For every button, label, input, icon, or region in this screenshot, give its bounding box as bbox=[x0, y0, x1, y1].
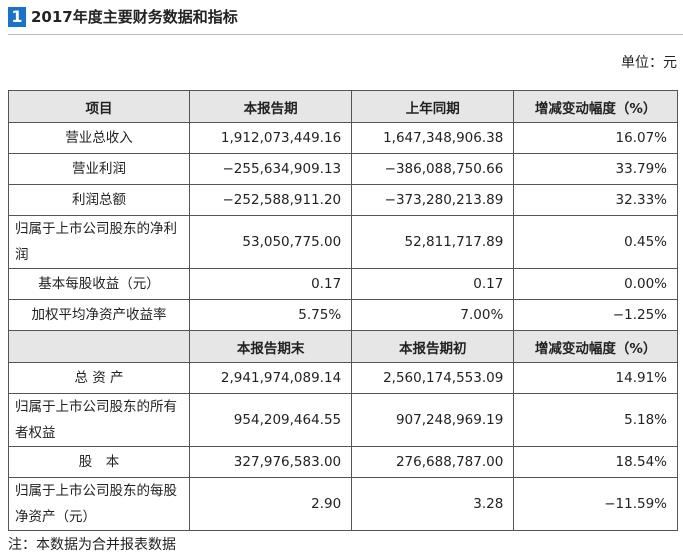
section-header: 1 2017年度主要财务数据和指标 bbox=[8, 6, 238, 27]
cell: 7.00% bbox=[351, 299, 515, 331]
cell: 1,912,073,449.16 bbox=[188, 122, 353, 154]
header-cell bbox=[8, 330, 190, 363]
cell: −386,088,750.66 bbox=[351, 153, 515, 185]
data-row: 归属于上市公司股东的每股净资产（元） 2.90 3.28 −11.59% bbox=[8, 477, 678, 531]
section-title: 2017年度主要财务数据和指标 bbox=[31, 8, 238, 26]
cell: 53,050,775.00 bbox=[188, 215, 353, 269]
note: 注：本数据为合并报表数据 bbox=[8, 537, 176, 553]
cell: 3.28 bbox=[351, 477, 515, 531]
row-label: 归属于上市公司股东的每股净资产（元） bbox=[8, 477, 190, 531]
financial-table: 项目 本报告期 上年同期 增减变动幅度（%） 营业总收入 1,912,073,449.16… bbox=[8, 90, 678, 531]
row-label: 营业利润 bbox=[8, 153, 190, 185]
data-row: 总 资 产 2,941,974,089.14 2,560,174,553.09 14.… bbox=[8, 362, 678, 394]
cell: 954,209,464.55 bbox=[188, 393, 353, 447]
cell: 276,688,787.00 bbox=[351, 446, 515, 478]
row-label: 归属于上市公司股东的净利润 bbox=[8, 215, 190, 269]
cell: 33.79% bbox=[513, 153, 678, 185]
cell: −11.59% bbox=[513, 477, 678, 531]
header-cell: 增减变动幅度（%） bbox=[513, 90, 678, 123]
unit-label: 单位：元 bbox=[621, 55, 677, 71]
cell: 16.07% bbox=[513, 122, 678, 154]
header-cell: 项目 bbox=[8, 90, 190, 123]
cell: 52,811,717.89 bbox=[351, 215, 515, 269]
row-label: 加权平均净资产收益率 bbox=[8, 299, 190, 331]
data-row: 营业利润 −255,634,909.13 −386,088,750.66 33.79% bbox=[8, 153, 678, 185]
cell: 2,941,974,089.14 bbox=[188, 362, 353, 394]
cell: 0.17 bbox=[188, 268, 353, 300]
header-cell: 增减变动幅度（%） bbox=[513, 330, 678, 363]
header-row: 本报告期末 本报告期初 增减变动幅度（%） bbox=[8, 330, 678, 363]
header-row: 项目 本报告期 上年同期 增减变动幅度（%） bbox=[8, 90, 678, 123]
data-row: 基本每股收益（元） 0.17 0.17 0.00% bbox=[8, 268, 678, 300]
row-label: 总 资 产 bbox=[8, 362, 190, 394]
data-row: 归属于上市公司股东的净利润 53,050,775.00 52,811,717.89 0… bbox=[8, 215, 678, 269]
header-cell: 本报告期 bbox=[188, 90, 353, 123]
cell: 2.90 bbox=[188, 477, 353, 531]
cell: 2,560,174,553.09 bbox=[351, 362, 515, 394]
data-row: 股 本 327,976,583.00 276,688,787.00 18.54% bbox=[8, 446, 678, 478]
header-cell: 上年同期 bbox=[351, 90, 515, 123]
cell: 0.00% bbox=[513, 268, 678, 300]
row-label: 基本每股收益（元） bbox=[8, 268, 190, 300]
row-label: 归属于上市公司股东的所有者权益 bbox=[8, 393, 190, 447]
data-row: 利润总额 −252,588,911.20 −373,280,213.89 32.33% bbox=[8, 184, 678, 216]
section-number: 1 bbox=[8, 6, 26, 27]
cell: 18.54% bbox=[513, 446, 678, 478]
data-row: 加权平均净资产收益率 5.75% 7.00% −1.25% bbox=[8, 299, 678, 331]
cell: 14.91% bbox=[513, 362, 678, 394]
cell: 1,647,348,906.38 bbox=[351, 122, 515, 154]
data-row: 归属于上市公司股东的所有者权益 954,209,464.55 907,248,969… bbox=[8, 393, 678, 447]
cell: −252,588,911.20 bbox=[188, 184, 353, 216]
cell: 5.18% bbox=[513, 393, 678, 447]
cell: 0.45% bbox=[513, 215, 678, 269]
cell: 0.17 bbox=[351, 268, 515, 300]
row-label: 利润总额 bbox=[8, 184, 190, 216]
cell: 5.75% bbox=[188, 299, 353, 331]
cell: 327,976,583.00 bbox=[188, 446, 353, 478]
cell: 907,248,969.19 bbox=[351, 393, 515, 447]
header-cell: 本报告期末 bbox=[188, 330, 353, 363]
cell: −255,634,909.13 bbox=[188, 153, 353, 185]
divider bbox=[8, 34, 683, 35]
cell: 32.33% bbox=[513, 184, 678, 216]
cell: −373,280,213.89 bbox=[351, 184, 515, 216]
header-cell: 本报告期初 bbox=[351, 330, 515, 363]
data-row: 营业总收入 1,912,073,449.16 1,647,348,906.38 16.… bbox=[8, 122, 678, 154]
cell: −1.25% bbox=[513, 299, 678, 331]
row-label: 股 本 bbox=[8, 446, 190, 478]
row-label: 营业总收入 bbox=[8, 122, 190, 154]
